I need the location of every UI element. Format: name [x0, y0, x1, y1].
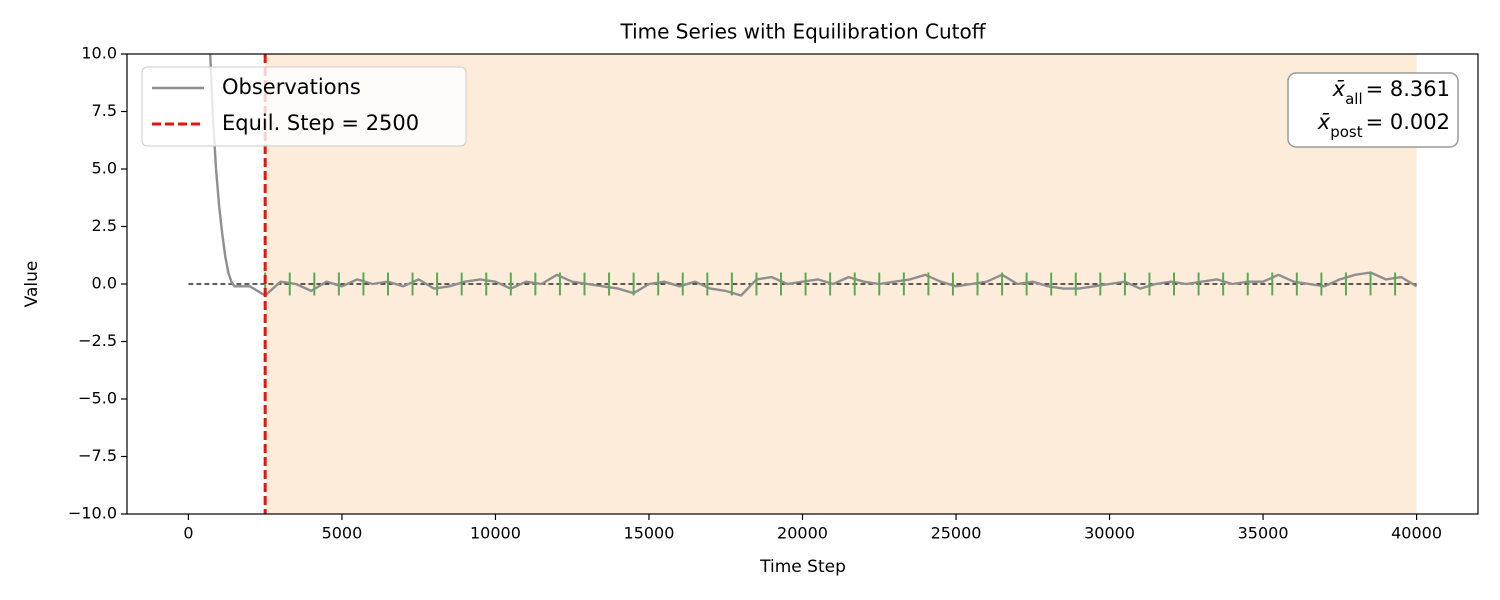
- stat-symbol: x̄: [1332, 77, 1346, 101]
- stat-line: x̄post = 0.002: [1317, 110, 1450, 141]
- x-tick-label: 40000: [1391, 524, 1442, 543]
- y-tick-label: 0.0: [92, 274, 117, 293]
- legend-frame: [141, 66, 467, 147]
- stat-value: = 0.002: [1366, 110, 1450, 134]
- legend-label: Observations: [222, 75, 361, 99]
- y-tick-label: 5.0: [92, 159, 117, 178]
- y-tick-label: −10.0: [68, 504, 117, 523]
- y-tick-label: −7.5: [78, 446, 117, 465]
- y-tick-label: 10.0: [81, 44, 117, 63]
- y-tick-label: 2.5: [92, 216, 117, 235]
- y-tick-label: −2.5: [78, 331, 117, 350]
- x-axis-label: Time Step: [759, 557, 846, 577]
- y-tick-label: −5.0: [78, 389, 117, 408]
- y-axis-label: Value: [22, 261, 42, 308]
- chart-title: Time Series with Equilibration Cutoff: [620, 20, 987, 44]
- stat-symbol: x̄: [1317, 110, 1331, 134]
- y-tick-label: 7.5: [92, 101, 117, 120]
- stat-line: x̄all = 8.361: [1332, 77, 1450, 108]
- x-tick-label: 25000: [931, 524, 982, 543]
- x-tick-label: 35000: [1238, 524, 1289, 543]
- stat-value: = 8.361: [1366, 77, 1450, 101]
- x-tick-label: 20000: [777, 524, 828, 543]
- x-tick-label: 30000: [1084, 524, 1135, 543]
- stat-subscript: post: [1330, 123, 1363, 141]
- legend-label: Equil. Step = 2500: [222, 111, 419, 135]
- legend: Observations Equil. Step = 2500: [141, 66, 467, 147]
- x-tick-label: 15000: [624, 524, 675, 543]
- x-tick-label: 0: [183, 524, 193, 543]
- stats-frame: [1287, 72, 1459, 148]
- x-tick-label: 10000: [470, 524, 521, 543]
- x-tick-label: 5000: [322, 524, 363, 543]
- stat-subscript: all: [1345, 90, 1363, 108]
